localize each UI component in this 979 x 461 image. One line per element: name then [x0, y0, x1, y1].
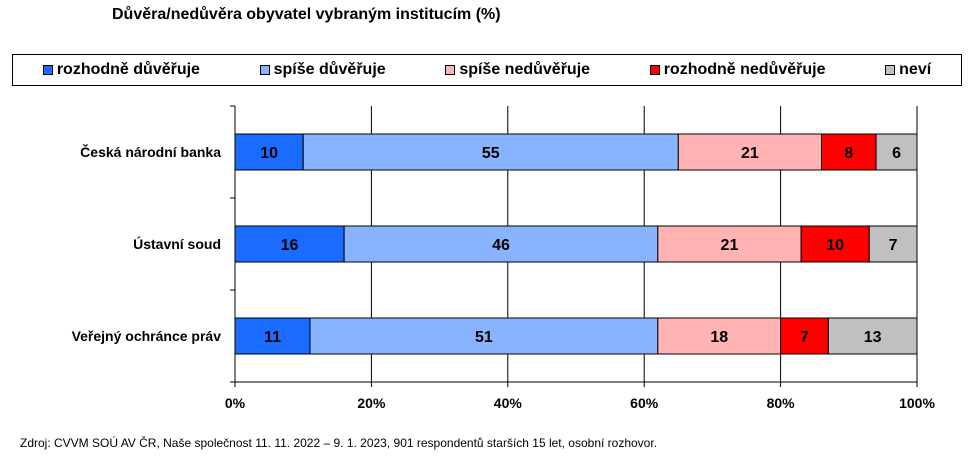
legend: rozhodně důvěřuje spíše důvěřuje spíše n…: [12, 54, 962, 86]
bar-segment: [875, 133, 918, 171]
data-label: 51: [475, 329, 493, 346]
legend-label: rozhodně důvěřuje: [56, 61, 200, 78]
legend-label: rozhodně nedůvěřuje: [663, 61, 826, 78]
data-label: 16: [281, 237, 299, 254]
legend-item-spise-duveruje: spíše důvěřuje: [259, 61, 386, 79]
data-label: 7: [889, 237, 898, 254]
data-label: 21: [741, 145, 759, 162]
x-tick-label: 80%: [767, 395, 796, 411]
bar-segment: [343, 225, 659, 263]
category-label: Veřejný ochránce práv: [72, 328, 222, 344]
bar-segment: [657, 317, 782, 355]
legend-swatch: [42, 65, 53, 75]
bar-segment: [309, 317, 659, 355]
legend-swatch: [445, 65, 456, 75]
bar-segment: [657, 225, 802, 263]
legend-label: spíše důvěřuje: [273, 61, 386, 78]
legend-item-rozhodne-neduveruje: rozhodně nedůvěřuje: [649, 61, 826, 79]
data-label: 18: [710, 329, 728, 346]
data-label: 6: [892, 145, 901, 162]
bar-segment: [234, 133, 304, 171]
x-tick-label: 20%: [357, 395, 386, 411]
data-label: 21: [721, 237, 739, 254]
bar-segment: [827, 317, 918, 355]
x-tick-label: 60%: [630, 395, 659, 411]
x-tick-label: 0%: [225, 395, 246, 411]
category-label: Česká národní banka: [80, 143, 221, 160]
chart-title: Důvěra/nedůvěra obyvatel vybraným instit…: [112, 6, 501, 23]
legend-swatch: [885, 65, 896, 75]
data-label: 8: [844, 145, 853, 162]
data-label: 46: [492, 237, 510, 254]
data-label: 10: [260, 145, 278, 162]
x-tick-label: 100%: [899, 395, 935, 411]
data-label: 10: [826, 237, 844, 254]
legend-label: neví: [899, 61, 932, 78]
category-label: Ústavní soud: [133, 235, 221, 252]
x-tick-label: 40%: [494, 395, 523, 411]
bar-segment: [302, 133, 679, 171]
bar-segment: [234, 225, 345, 263]
source-note: Zdroj: CVVM SOÚ AV ČR, Naše společnost 1…: [20, 436, 658, 450]
legend-item-rozhodne-duveruje: rozhodně důvěřuje: [42, 61, 200, 79]
legend-swatch: [259, 65, 270, 75]
data-label: 55: [482, 145, 500, 162]
legend-label: spíše nedůvěřuje: [459, 61, 591, 78]
legend-item-nevi: neví: [885, 61, 931, 79]
bar-segment: [821, 133, 877, 171]
bar-segment: [868, 225, 918, 263]
bar-segment: [780, 317, 829, 355]
data-label: 11: [264, 329, 281, 346]
bar-segment: [800, 225, 870, 263]
data-label: 7: [800, 329, 809, 346]
bar-segment: [677, 133, 823, 171]
legend-item-spise-neduveruje: spíše nedůvěřuje: [445, 61, 590, 79]
data-label: 13: [864, 329, 882, 346]
legend-swatch: [649, 65, 660, 75]
